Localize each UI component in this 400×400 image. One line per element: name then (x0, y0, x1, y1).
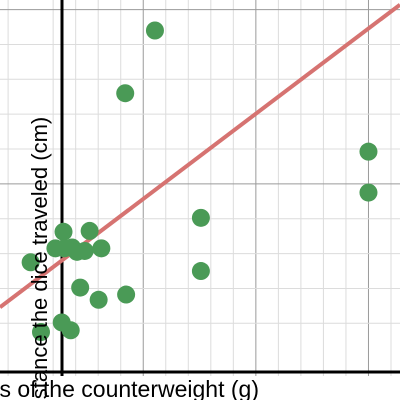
data-point (359, 183, 378, 202)
data-points (21, 21, 378, 342)
data-point (89, 290, 108, 309)
trend-line (0, 3, 400, 309)
data-point (359, 142, 378, 161)
data-point (80, 221, 99, 240)
data-point (92, 239, 111, 258)
data-point (191, 208, 210, 227)
data-point (21, 253, 40, 272)
data-point (117, 285, 136, 304)
x-axis-label: Mass of the counterweight (g) (0, 376, 259, 400)
data-point (71, 278, 90, 297)
data-point (31, 323, 50, 342)
data-point (116, 84, 135, 103)
data-point (61, 321, 80, 340)
data-point (191, 262, 210, 281)
x-label-background (0, 376, 400, 400)
y-axis-label: Distance the dice traveled (cm) (27, 117, 52, 400)
data-point (75, 241, 94, 260)
data-point (54, 222, 73, 241)
data-point (145, 21, 164, 40)
